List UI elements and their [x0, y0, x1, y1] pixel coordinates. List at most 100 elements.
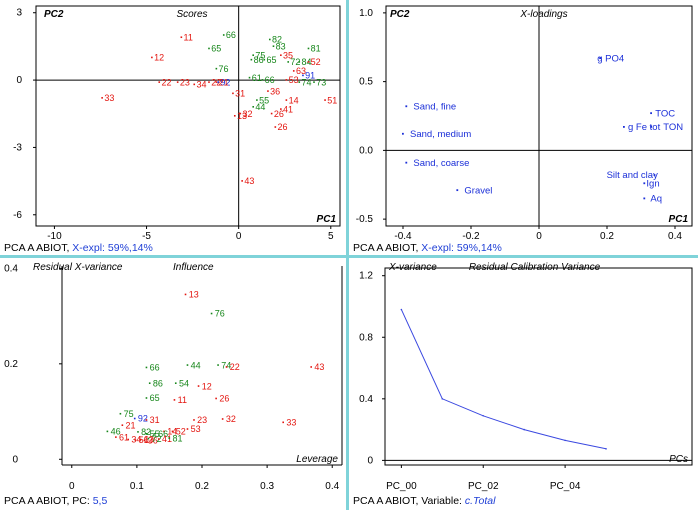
score-point-marker — [298, 61, 301, 63]
influence-caption-prefix: PCA A ABIOT, PC: — [4, 495, 93, 507]
influence-point-label: 53 — [191, 424, 201, 434]
influence-point-marker — [282, 421, 284, 424]
chart-title: Residual Calibration Variance — [469, 262, 601, 273]
influence-point-label: 63 — [144, 435, 154, 445]
score-point-label: 92 — [220, 77, 230, 87]
score-point-marker — [267, 90, 269, 92]
score-point-label: 33 — [104, 93, 114, 103]
x-tick-label: -10 — [47, 231, 62, 240]
score-point-label: 31 — [235, 89, 245, 99]
score-point-label: 52 — [311, 57, 321, 67]
variance-point — [441, 398, 444, 400]
xloadings-caption-value: X-expl: 59%,14% — [421, 242, 502, 254]
x-tick-label: 0 — [536, 231, 542, 240]
y-axis-label: X-variance — [388, 262, 437, 273]
score-point-label: 35 — [283, 50, 293, 60]
score-point-marker — [215, 67, 218, 70]
score-point-label: 66 — [265, 75, 275, 85]
score-point-label: 81 — [311, 44, 321, 54]
score-point-marker — [261, 79, 264, 81]
score-point-label: 82 — [272, 35, 282, 45]
loading-point-marker — [405, 161, 408, 164]
score-point-marker — [313, 81, 315, 83]
y-tick-label: 3 — [16, 8, 22, 19]
loading-point-marker — [456, 189, 459, 192]
variance-point — [400, 308, 403, 311]
xloadings-panel: 1.0 0.5 0.0 -0.5 -0.4 -0.2 0 0.2 0.4 PC2 X-loading… — [349, 0, 698, 256]
score-point-label: 44 — [255, 102, 265, 112]
score-point-marker — [307, 47, 310, 50]
influence-point-marker — [145, 419, 148, 421]
influence-point-label: 66 — [158, 429, 168, 439]
influence-point-marker — [148, 382, 151, 384]
loading-point-label: g Fe tot — [628, 122, 661, 133]
score-point-label: 91 — [305, 71, 315, 81]
variance-point — [605, 448, 607, 450]
loading-point-label: Gravel — [464, 185, 492, 196]
y-tick-label: 0.4 — [4, 263, 18, 274]
x-tick-label: 0 — [236, 231, 242, 240]
score-point-label: 65 — [266, 55, 276, 65]
score-point-marker — [324, 99, 326, 101]
y-tick-label: 0.8 — [359, 332, 373, 343]
score-point-marker — [270, 112, 273, 115]
score-point-label: 12 — [154, 53, 164, 63]
scores-panel: 3 0 -3 -6 -10 -5 0 5 PC2 Scores PC1 11 12 66 65 76 82 83 8… — [0, 0, 346, 256]
y-tick-label: -3 — [13, 142, 22, 153]
influence-point-marker — [221, 418, 224, 420]
influence-point-marker — [193, 419, 195, 421]
score-point-label: 86 — [254, 55, 264, 65]
score-point-label: 11 — [184, 32, 193, 42]
influence-point-marker — [310, 366, 312, 368]
score-point-marker — [298, 81, 301, 83]
score-point-label: 21 — [219, 77, 229, 87]
variance-caption-value: c.Total — [464, 495, 496, 507]
variance-plot[interactable]: 1.2 0.8 0.4 0 PC_00 PC_02 PC_04 X-variance Resid… — [349, 258, 698, 495]
score-point-marker — [256, 99, 258, 101]
influence-point-label: 13 — [189, 290, 199, 300]
influence-point-marker — [171, 430, 174, 433]
influence-point-marker — [197, 385, 200, 387]
loading-point-label: Sand, fine — [413, 101, 456, 112]
score-point-label: 73 — [316, 77, 326, 87]
x-tick-label: 0 — [69, 481, 75, 492]
score-point-label: 66 — [226, 30, 236, 40]
score-point-label: 26 — [278, 122, 288, 132]
score-point-marker — [287, 61, 290, 63]
score-point-marker — [292, 70, 295, 72]
influence-point-marker — [127, 438, 130, 441]
influence-point-label: 21 — [126, 420, 136, 430]
score-point-label: 55 — [259, 95, 269, 105]
influence-point-label: 36 — [148, 436, 158, 446]
influence-caption-value: 5,5 — [92, 495, 108, 507]
y-tick-label: 1.2 — [359, 271, 373, 282]
loading-point-marker — [623, 126, 625, 128]
xloadings-plot[interactable]: 1.0 0.5 0.0 -0.5 -0.4 -0.2 0 0.2 0.4 PC2 X-loading… — [349, 0, 698, 240]
x-tick-label: 0.1 — [130, 481, 144, 492]
influence-point-marker — [217, 364, 219, 366]
influence-plot[interactable]: 0.4 0.2 0 0 0.1 0.2 0.3 0.4 Residual X-variance I… — [0, 258, 346, 495]
influence-point-marker — [174, 382, 177, 384]
score-point-marker — [151, 56, 153, 59]
x-tick-label: -0.4 — [394, 231, 412, 240]
x-tick-label: 5 — [328, 231, 334, 240]
score-point-marker — [274, 126, 277, 128]
y-tick-label: 1.0 — [359, 8, 373, 19]
influence-point-label: 66 — [150, 363, 160, 373]
loading-point-label: TON — [663, 122, 683, 133]
variance-series-line — [400, 309, 607, 450]
influence-point-label: 32 — [226, 414, 236, 424]
influence-point-label: 65 — [150, 393, 160, 403]
x-tick-label: PC_02 — [468, 481, 499, 492]
influence-point-label: 82 — [141, 427, 151, 437]
influence-point-label: 52 — [176, 427, 186, 437]
score-point-label: 23 — [180, 77, 190, 87]
influence-point-marker — [137, 431, 139, 433]
horizontal-divider — [0, 255, 698, 258]
x-tick-label: 0.4 — [668, 231, 682, 240]
score-point-label: 14 — [289, 95, 299, 105]
y-tick-label: 0.0 — [359, 145, 373, 156]
variance-point — [523, 428, 525, 431]
influence-point-label: 74 — [221, 360, 231, 370]
